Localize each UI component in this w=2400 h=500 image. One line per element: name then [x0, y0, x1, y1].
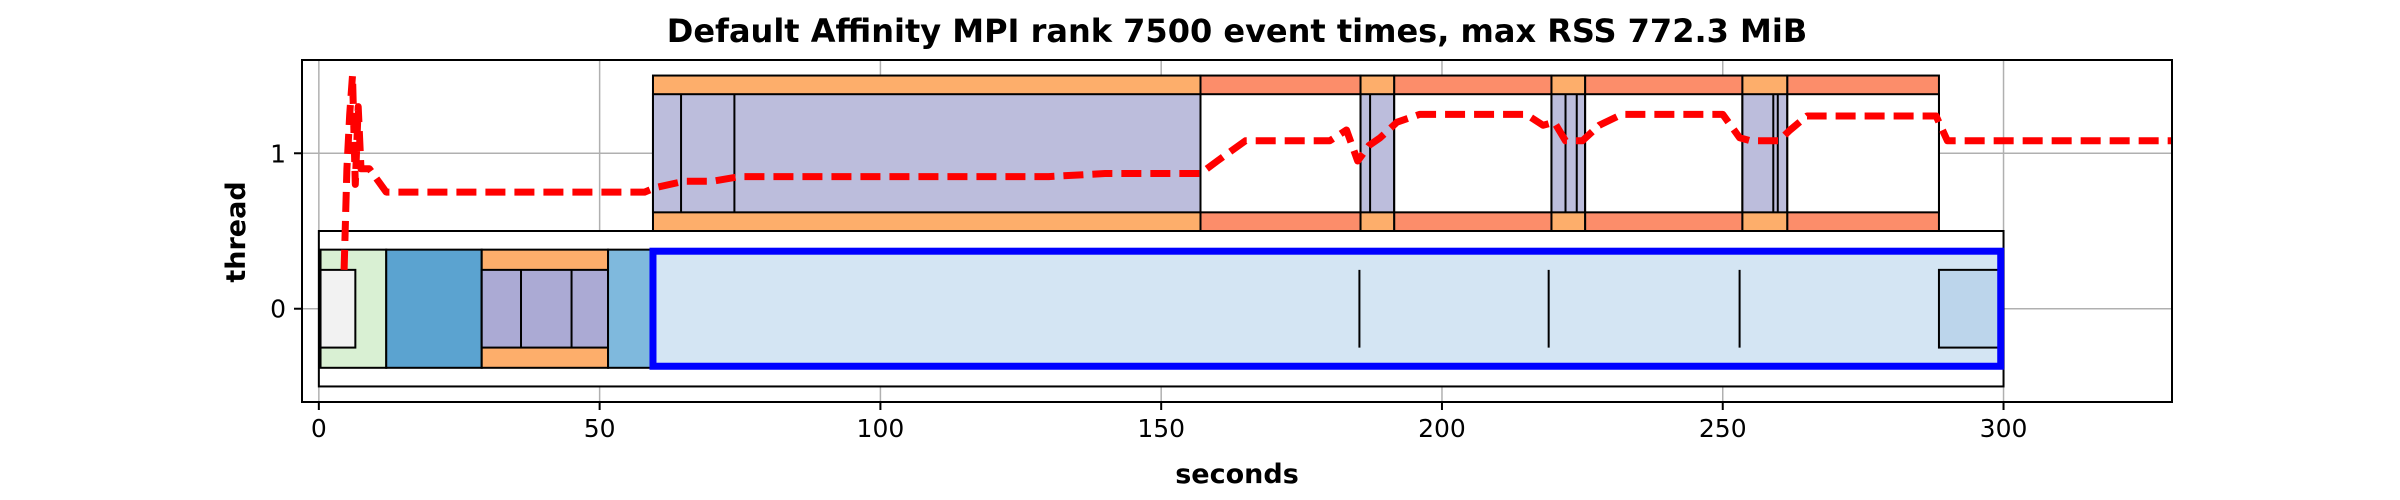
- event-span: [651, 93, 1202, 214]
- y-tick-label: 1: [270, 139, 286, 168]
- event-span: [651, 248, 2005, 369]
- event-span: [1786, 93, 1940, 214]
- x-tick-label: 200: [1418, 414, 1466, 443]
- chart-title: Default Affinity MPI rank 7500 event tim…: [667, 12, 1807, 50]
- x-axis-label: seconds: [1175, 459, 1299, 490]
- y-axis: 01: [270, 139, 302, 324]
- x-tick-label: 150: [1137, 414, 1185, 443]
- x-tick-label: 50: [584, 414, 616, 443]
- event-span: [1937, 268, 2002, 349]
- rss-line-group: [340, 72, 2172, 270]
- event-span: [1199, 93, 1362, 214]
- x-tick-label: 0: [311, 414, 327, 443]
- y-axis-label: thread: [221, 181, 252, 282]
- x-axis: 0 50 100 150 200 250 300: [311, 402, 2027, 443]
- x-tick-label: 300: [1980, 414, 2028, 443]
- rss-series-line: [340, 72, 2172, 270]
- event-span: [480, 268, 610, 349]
- event-span: [607, 248, 654, 369]
- plot-frame: [301, 59, 2173, 403]
- event-span: [1741, 93, 1789, 214]
- x-tick-label: 100: [857, 414, 905, 443]
- event-span: [385, 248, 483, 369]
- highlight-box: [649, 247, 2005, 370]
- x-tick-label: 250: [1699, 414, 1747, 443]
- event-spans: [317, 74, 2005, 388]
- event-span: [319, 268, 357, 349]
- y-tick-label: 0: [270, 295, 286, 324]
- highlight-group: [649, 247, 2005, 370]
- event-span: [1550, 93, 1587, 214]
- event-span: [1359, 93, 1396, 214]
